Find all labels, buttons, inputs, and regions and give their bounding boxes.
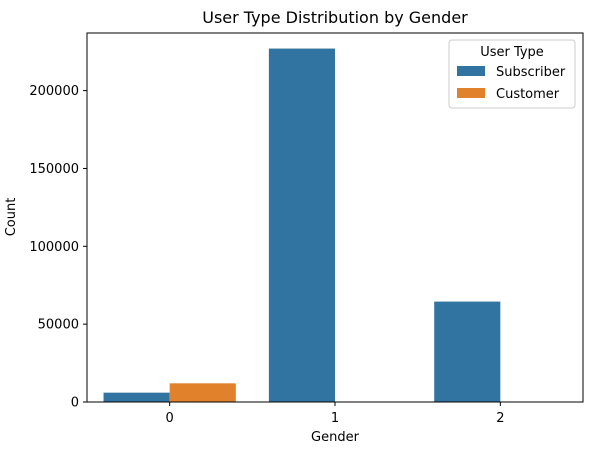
y-tick-label: 0 bbox=[71, 396, 79, 411]
x-tick-label: 2 bbox=[496, 411, 504, 426]
y-tick-label: 150000 bbox=[29, 162, 79, 177]
bar-subscriber-1 bbox=[268, 48, 335, 403]
legend: User Type Subscriber Customer bbox=[448, 39, 576, 109]
y-axis-ticks: 0 50000 100000 150000 200000 bbox=[29, 84, 87, 411]
x-tick-label: 0 bbox=[166, 411, 174, 426]
bar-subscriber-0 bbox=[103, 392, 170, 402]
legend-swatch-customer bbox=[457, 88, 485, 98]
bar-customer-0 bbox=[169, 383, 236, 402]
y-tick-label: 200000 bbox=[29, 84, 79, 99]
y-tick-label: 100000 bbox=[29, 240, 79, 255]
bars-group bbox=[103, 48, 501, 403]
x-tick-label: 1 bbox=[331, 411, 339, 426]
y-tick-label: 50000 bbox=[38, 318, 79, 333]
legend-items: Subscriber Customer bbox=[457, 65, 566, 102]
x-axis-label: Gender bbox=[311, 430, 360, 445]
legend-label-customer: Customer bbox=[496, 87, 560, 102]
legend-swatch-subscriber bbox=[457, 66, 485, 76]
plot-area bbox=[86, 32, 584, 403]
legend-label-subscriber: Subscriber bbox=[496, 65, 566, 80]
legend-title: User Type bbox=[480, 45, 544, 60]
bar-subscriber-2 bbox=[434, 301, 501, 402]
x-axis-ticks: 0 1 2 bbox=[166, 402, 504, 426]
chart-title: User Type Distribution by Gender bbox=[202, 8, 468, 27]
y-axis-label: Count bbox=[4, 198, 19, 237]
